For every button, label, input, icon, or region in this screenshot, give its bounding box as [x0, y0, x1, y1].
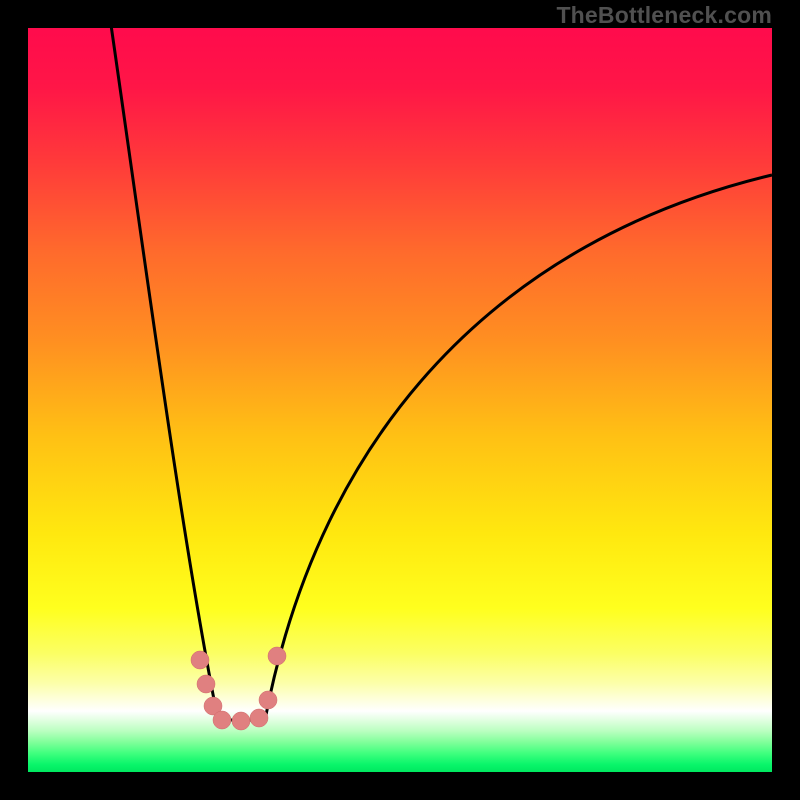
chart-gradient-background: [28, 28, 772, 772]
watermark-text: TheBottleneck.com: [556, 2, 772, 29]
